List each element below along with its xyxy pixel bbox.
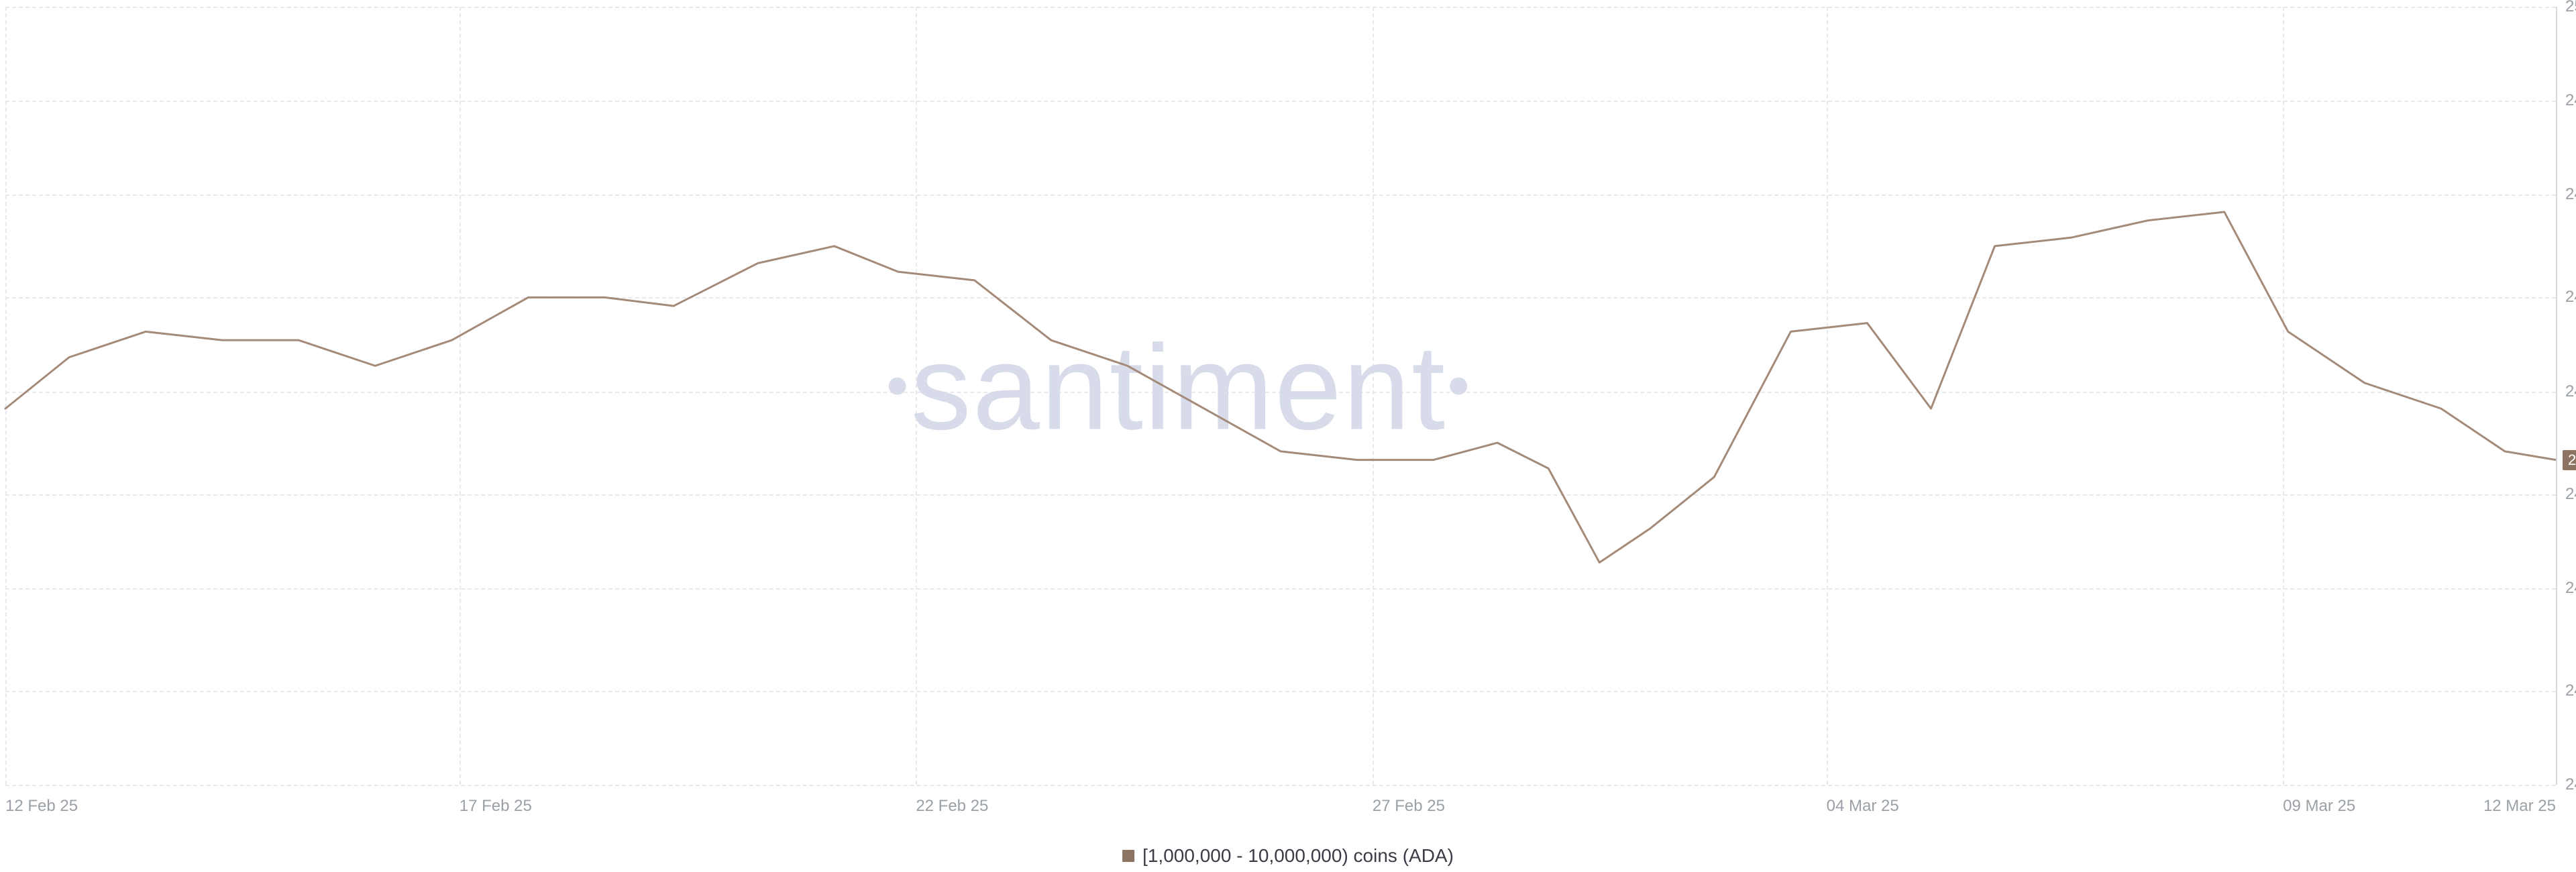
x-tick-label: 12 Feb 25 [5,797,78,816]
legend-swatch [1122,850,1134,862]
legend-label: [1,000,000 - 10,000,000) coins (ADA) [1142,845,1454,867]
x-tick-label: 17 Feb 25 [460,797,532,816]
current-value: 2455 [2568,451,2576,468]
x-tick-label: 27 Feb 25 [1373,797,1445,816]
legend[interactable]: [1,000,000 - 10,000,000) coins (ADA) [1122,845,1454,867]
y-tick-label: 2451 [2565,485,2576,504]
y-tick-label: 2428 [2565,682,2576,700]
line-chart: ●santiment● 2455 [1,000,000 - 10,000,000… [0,0,2576,872]
x-tick-label: 09 Mar 25 [2283,797,2355,816]
x-tick-label: 22 Feb 25 [916,797,988,816]
y-tick-label: 2440 [2565,579,2576,598]
y-tick-label: 2474 [2565,288,2576,307]
y-tick-label: 2486 [2565,185,2576,204]
y-tick-label: 2463 [2565,382,2576,401]
y-axis-line [2556,7,2557,785]
y-tick-label: 2417 [2565,775,2576,794]
current-value-badge: 2455 [2563,450,2576,470]
x-tick-label: 04 Mar 25 [1827,797,1899,816]
x-tick-label: 12 Mar 25 [2483,797,2556,816]
series-line [0,0,2576,872]
y-tick-label: 2497 [2565,91,2576,110]
y-tick-label: 2508 [2565,0,2576,16]
